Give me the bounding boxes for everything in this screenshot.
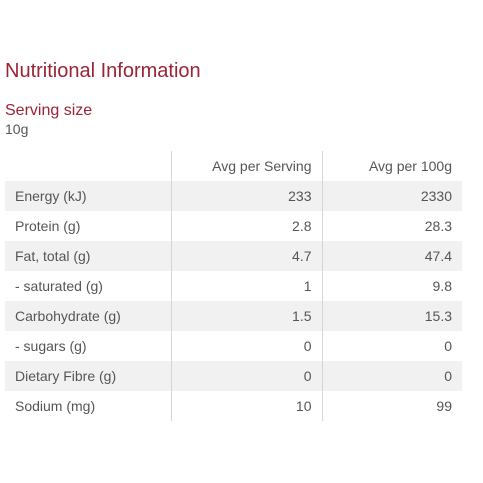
column-header-per-100g: Avg per 100g — [321, 151, 462, 181]
value-per-serving: 2.8 — [170, 211, 322, 241]
value-per-serving: 233 — [170, 181, 322, 211]
column-header-nutrient — [5, 151, 171, 181]
table-header-row: Avg per Serving Avg per 100g — [5, 151, 462, 181]
value-per-serving: 0 — [170, 331, 322, 361]
serving-size-label: Serving size — [5, 102, 93, 119]
value-per-serving: 1.5 — [170, 301, 322, 331]
nutrient-name: Sodium (mg) — [15, 398, 96, 414]
value-per-100g: 0 — [321, 331, 462, 361]
nutrient-name: Fat, total (g) — [5, 241, 171, 271]
table-row: Energy (kJ) 233 2330 — [5, 181, 462, 211]
value-per-100g: 9.8 — [321, 271, 462, 301]
table-row: Sodium (mg) 10 99 — [5, 391, 462, 421]
table-row: Fat, total (g) 4.7 47.4 — [5, 241, 462, 271]
table-row: - sugars (g) 0 0 — [5, 331, 462, 361]
nutrient-name: Protein (g) — [15, 218, 81, 234]
value-per-serving: 10 — [170, 391, 322, 421]
nutrient-name: Energy (kJ) — [5, 181, 171, 211]
nutrient-name: Dietary Fibre (g) — [5, 361, 171, 391]
value-per-100g: 0 — [321, 361, 462, 391]
table-row: Dietary Fibre (g) 0 0 — [5, 361, 462, 391]
nutrient-name: Carbohydrate (g) — [5, 301, 171, 331]
value-per-100g: 47.4 — [321, 241, 462, 271]
nutrient-name: - saturated (g) — [15, 278, 103, 294]
nutrition-table: Avg per Serving Avg per 100g Energy (kJ)… — [5, 151, 462, 421]
table-row: Carbohydrate (g) 1.5 15.3 — [5, 301, 462, 331]
value-per-100g: 28.3 — [321, 211, 462, 241]
value-per-serving: 1 — [170, 271, 322, 301]
value-per-serving: 0 — [170, 361, 322, 391]
value-per-100g: 2330 — [321, 181, 462, 211]
page-title: Nutritional Information — [5, 60, 201, 82]
serving-size-value: 10g — [5, 121, 29, 137]
value-per-100g: 15.3 — [321, 301, 462, 331]
table-row: - saturated (g) 1 9.8 — [5, 271, 462, 301]
value-per-100g: 99 — [321, 391, 462, 421]
value-per-serving: 4.7 — [170, 241, 322, 271]
nutrient-name: - sugars (g) — [15, 338, 87, 354]
table-row: Protein (g) 2.8 28.3 — [5, 211, 462, 241]
column-header-per-serving: Avg per Serving — [170, 151, 322, 181]
